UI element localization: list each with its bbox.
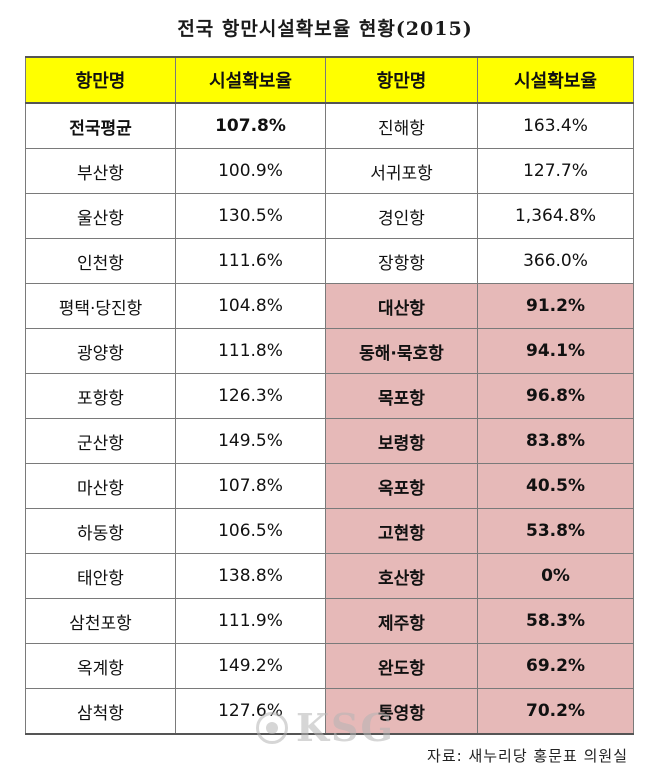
right-port-name: 경인항 xyxy=(325,193,478,239)
right-port-name: 대산항 xyxy=(325,283,478,329)
table-row: 군산항 149.5% 보령항 83.8% xyxy=(25,418,634,464)
right-port-name: 보령항 xyxy=(325,418,478,464)
left-facility-ratio: 106.5% xyxy=(175,508,326,554)
right-facility-ratio: 69.2% xyxy=(477,643,634,689)
left-port-name: 평택·당진항 xyxy=(25,283,176,329)
right-facility-ratio: 40.5% xyxy=(477,463,634,509)
table-row: 울산항 130.5% 경인항 1,364.8% xyxy=(25,193,634,239)
right-facility-ratio: 94.1% xyxy=(477,328,634,374)
right-facility-ratio: 70.2% xyxy=(477,688,634,735)
left-port-name: 삼천포항 xyxy=(25,598,176,644)
left-facility-ratio: 138.8% xyxy=(175,553,326,599)
left-port-name: 포항항 xyxy=(25,373,176,419)
left-port-name: 태안항 xyxy=(25,553,176,599)
left-port-name: 삼척항 xyxy=(25,688,176,735)
right-facility-ratio: 53.8% xyxy=(477,508,634,554)
table-row: 부산항 100.9% 서귀포항 127.7% xyxy=(25,148,634,194)
table-body: 전국평균 107.8% 진해항 163.4% 부산항 100.9% 서귀포항 127.7% 울산… xyxy=(25,102,634,735)
table-row: 삼천포항 111.9% 제주항 58.3% xyxy=(25,598,634,644)
left-port-name: 광양항 xyxy=(25,328,176,374)
table-header: 항만명 시설확보율 항만명 시설확보율 xyxy=(25,56,634,104)
left-facility-ratio: 126.3% xyxy=(175,373,326,419)
right-port-name: 진해항 xyxy=(325,102,478,149)
left-facility-ratio: 104.8% xyxy=(175,283,326,329)
header-port-name-right: 항만명 xyxy=(325,56,478,104)
left-facility-ratio: 149.2% xyxy=(175,643,326,689)
header-port-name-left: 항만명 xyxy=(25,56,176,104)
header-facility-ratio-right: 시설확보율 xyxy=(477,56,634,104)
left-facility-ratio: 111.6% xyxy=(175,238,326,284)
header-facility-ratio-left: 시설확보율 xyxy=(175,56,326,104)
table-row: 마산항 107.8% 옥포항 40.5% xyxy=(25,463,634,509)
table-row: 포항항 126.3% 목포항 96.8% xyxy=(25,373,634,419)
right-port-name: 통영항 xyxy=(325,688,478,735)
table-row: 전국평균 107.8% 진해항 163.4% xyxy=(25,102,634,149)
port-facility-ratio-table: 항만명 시설확보율 항만명 시설확보율 전국평균 107.8% 진해항 163.4% 부… xyxy=(25,56,634,735)
left-facility-ratio: 149.5% xyxy=(175,418,326,464)
right-port-name: 서귀포항 xyxy=(325,148,478,194)
right-facility-ratio: 127.7% xyxy=(477,148,634,194)
right-port-name: 동해·묵호항 xyxy=(325,328,478,374)
table-row: 태안항 138.8% 호산항 0% xyxy=(25,553,634,599)
right-port-name: 목포항 xyxy=(325,373,478,419)
table-row: 하동항 106.5% 고현항 53.8% xyxy=(25,508,634,554)
right-facility-ratio: 0% xyxy=(477,553,634,599)
left-facility-ratio: 107.8% xyxy=(175,463,326,509)
right-port-name: 호산항 xyxy=(325,553,478,599)
right-facility-ratio: 366.0% xyxy=(477,238,634,284)
right-port-name: 완도항 xyxy=(325,643,478,689)
right-facility-ratio: 96.8% xyxy=(477,373,634,419)
table-row: 옥계항 149.2% 완도항 69.2% xyxy=(25,643,634,689)
right-facility-ratio: 163.4% xyxy=(477,102,634,149)
right-facility-ratio: 58.3% xyxy=(477,598,634,644)
right-port-name: 장항항 xyxy=(325,238,478,284)
left-facility-ratio: 100.9% xyxy=(175,148,326,194)
left-facility-ratio: 111.9% xyxy=(175,598,326,644)
left-facility-ratio: 130.5% xyxy=(175,193,326,239)
table-row: 인천항 111.6% 장항항 366.0% xyxy=(25,238,634,284)
left-port-name: 전국평균 xyxy=(25,102,176,149)
right-port-name: 제주항 xyxy=(325,598,478,644)
left-port-name: 옥계항 xyxy=(25,643,176,689)
left-facility-ratio: 111.8% xyxy=(175,328,326,374)
right-facility-ratio: 91.2% xyxy=(477,283,634,329)
table-row: 광양항 111.8% 동해·묵호항 94.1% xyxy=(25,328,634,374)
source-note: 자료: 새누리당 홍문표 의원실 xyxy=(427,747,628,765)
right-port-name: 옥포항 xyxy=(325,463,478,509)
left-port-name: 군산항 xyxy=(25,418,176,464)
table-row: 평택·당진항 104.8% 대산항 91.2% xyxy=(25,283,634,329)
left-port-name: 울산항 xyxy=(25,193,176,239)
right-port-name: 고현항 xyxy=(325,508,478,554)
left-port-name: 인천항 xyxy=(25,238,176,284)
right-facility-ratio: 83.8% xyxy=(477,418,634,464)
left-facility-ratio: 127.6% xyxy=(175,688,326,735)
table-row: 삼척항 127.6% 통영항 70.2% xyxy=(25,688,634,735)
left-port-name: 부산항 xyxy=(25,148,176,194)
right-facility-ratio: 1,364.8% xyxy=(477,193,634,239)
left-facility-ratio: 107.8% xyxy=(175,102,326,149)
table-title: 전국 항만시설확보율 현황(2015) xyxy=(177,18,473,40)
left-port-name: 하동항 xyxy=(25,508,176,554)
header-row: 항만명 시설확보율 항만명 시설확보율 xyxy=(25,56,634,104)
left-port-name: 마산항 xyxy=(25,463,176,509)
